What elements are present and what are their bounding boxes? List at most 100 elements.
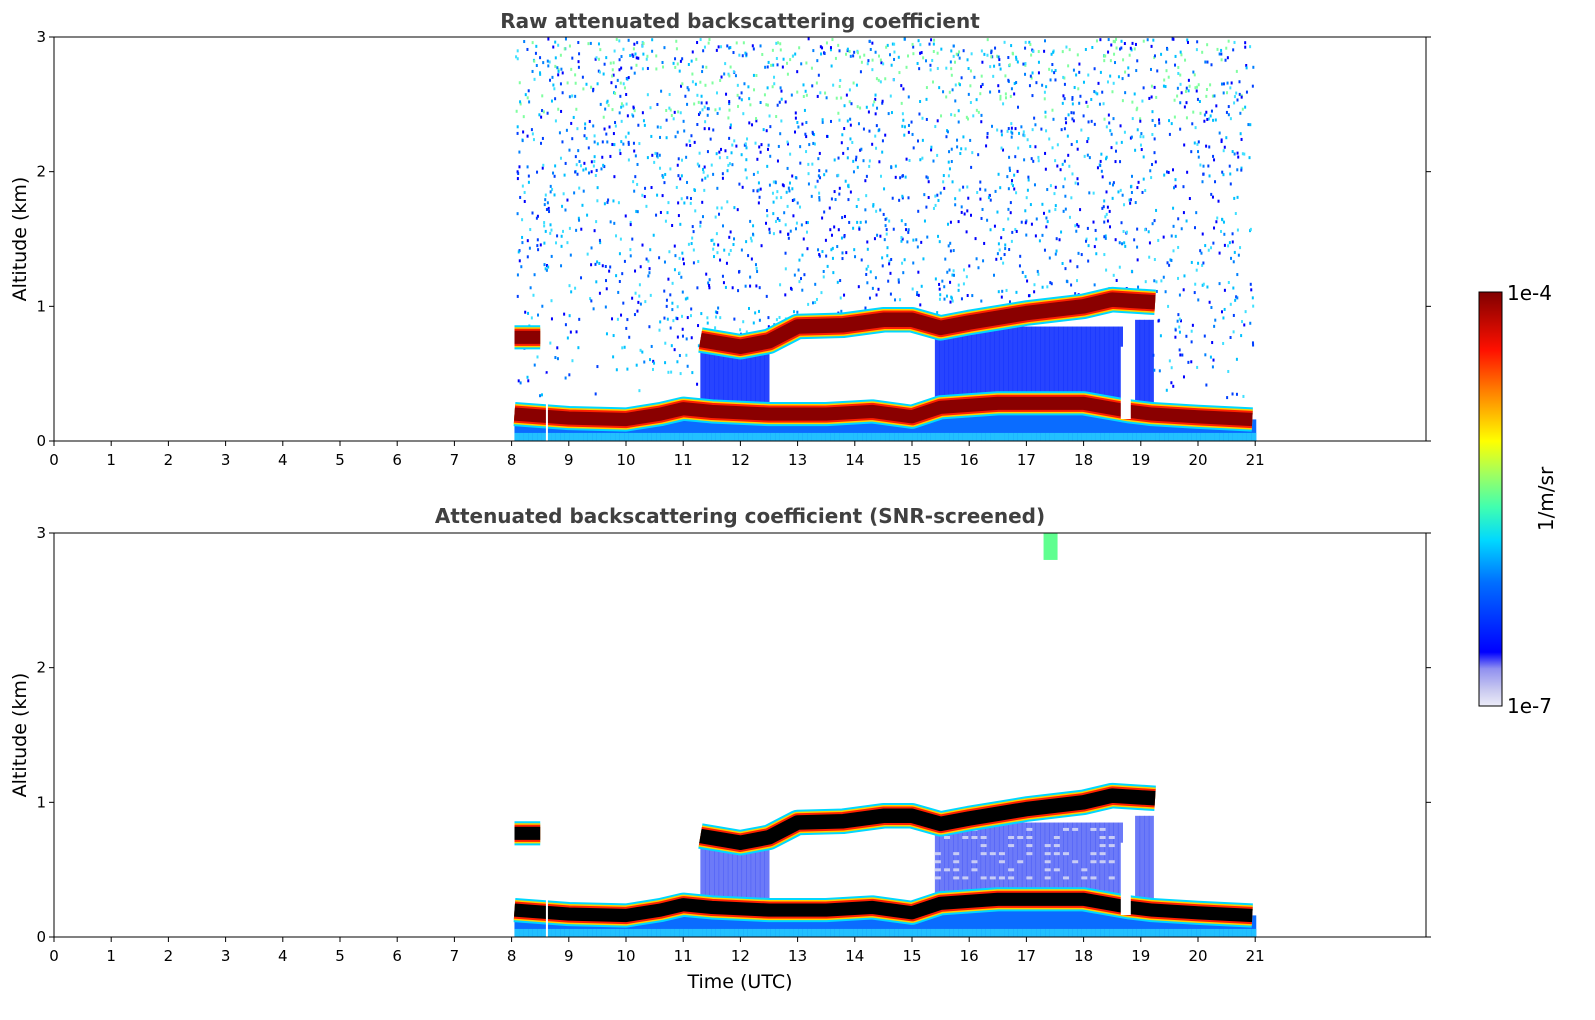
surface-cell — [1081, 403, 1087, 441]
noise-pixel — [613, 49, 616, 53]
noise-pixel — [838, 192, 841, 196]
noise-pixel — [743, 82, 746, 86]
surface-cell-low — [1059, 432, 1065, 441]
aerosol-cell — [1104, 326, 1110, 403]
aerosol-cell — [764, 348, 770, 410]
noise-pixel — [1021, 270, 1024, 274]
noise-pixel — [671, 281, 674, 285]
noise-pixel — [552, 83, 555, 87]
noise-pixel — [1221, 217, 1224, 221]
surface-cell-low — [756, 432, 763, 441]
noise-pixel — [1102, 205, 1105, 209]
noise-pixel — [950, 160, 953, 164]
noise-pixel — [654, 151, 657, 155]
noise-pixel — [890, 111, 893, 115]
noise-pixel — [571, 56, 574, 60]
noise-pixel — [833, 190, 836, 194]
surface-cell — [935, 409, 941, 441]
surface-cell-low — [816, 432, 822, 441]
surface-cell-low — [770, 928, 776, 937]
noise-pixel — [1103, 59, 1106, 63]
noise-pixel — [974, 237, 977, 241]
noise-pixel — [930, 148, 933, 152]
noise-pixel — [744, 284, 747, 288]
noise-pixel — [529, 228, 532, 232]
noise-pixel — [1213, 94, 1216, 98]
noise-pixel — [736, 93, 739, 97]
noise-pixel — [619, 237, 622, 241]
noise-pixel — [1238, 80, 1241, 84]
surface-cell-low — [875, 928, 882, 937]
surface-cell — [1054, 899, 1060, 937]
noise-pixel — [1178, 330, 1181, 334]
surface-cell-low — [953, 928, 959, 937]
noise-pixel — [1031, 71, 1034, 75]
noise-pixel — [1227, 280, 1230, 284]
surface-cell-low — [1200, 432, 1206, 441]
noise-pixel — [543, 221, 546, 225]
noise-pixel — [943, 297, 946, 301]
noise-pixel — [1103, 54, 1106, 58]
surface-cell — [1123, 410, 1129, 441]
noise-pixel — [999, 97, 1002, 101]
noise-pixel — [672, 61, 675, 65]
noise-pixel — [707, 107, 710, 111]
noise-pixel — [966, 58, 969, 62]
noise-pixel — [597, 42, 600, 46]
surface-cell — [656, 910, 662, 937]
noise-pixel — [943, 285, 946, 289]
noise-pixel — [840, 96, 843, 100]
surface-cell-low — [1077, 928, 1083, 937]
noise-pixel — [942, 90, 945, 94]
noise-pixel — [1249, 282, 1252, 286]
noise-pixel — [925, 86, 928, 90]
noise-pixel — [804, 89, 807, 93]
noise-pixel — [1033, 116, 1036, 120]
noise-pixel — [898, 71, 901, 75]
noise-pixel — [921, 138, 924, 142]
surface-cell — [921, 909, 927, 937]
noise-pixel — [1004, 92, 1007, 96]
noise-pixel — [1077, 251, 1080, 255]
noise-pixel — [888, 259, 891, 263]
noise-pixel — [839, 78, 842, 82]
noise-pixel — [570, 290, 573, 294]
noise-pixel — [1096, 92, 1099, 96]
noise-pixel — [614, 85, 617, 89]
surface-cell-low — [692, 928, 698, 937]
noise-pixel — [1010, 87, 1013, 91]
noise-pixel — [584, 167, 587, 171]
surface-cell-low — [1100, 928, 1106, 937]
surface-cell — [665, 908, 671, 937]
noise-pixel — [706, 316, 709, 320]
noise-pixel — [849, 123, 852, 127]
noise-pixel — [698, 151, 701, 155]
noise-pixel — [783, 211, 786, 215]
noise-pixel — [560, 109, 563, 113]
aerosol-cell — [998, 822, 1005, 896]
noise-pixel — [813, 142, 816, 146]
surface-cell — [674, 906, 680, 937]
raw-panel: Raw attenuated backscattering coefficien… — [9, 9, 1431, 469]
noise-pixel — [971, 151, 974, 155]
surface-cell — [811, 414, 817, 441]
noise-pixel — [1133, 238, 1136, 242]
noise-pixel — [553, 174, 556, 178]
noise-pixel — [527, 311, 530, 315]
noise-pixel — [784, 293, 787, 297]
noise-pixel — [932, 42, 935, 46]
noise-pixel — [703, 165, 706, 169]
surface-cell-low — [1118, 432, 1124, 441]
noise-pixel — [1025, 219, 1028, 223]
surface-cell-low — [958, 928, 964, 937]
noise-pixel — [766, 214, 769, 218]
noise-pixel — [627, 131, 630, 135]
noise-pixel — [1015, 229, 1018, 233]
noise-pixel — [715, 152, 718, 156]
noise-pixel — [1164, 290, 1167, 294]
surface-cell — [752, 413, 758, 441]
aerosol-cell — [1135, 815, 1141, 905]
noise-pixel — [1012, 52, 1015, 56]
surface-cell — [1127, 907, 1133, 937]
noise-pixel — [545, 208, 548, 212]
